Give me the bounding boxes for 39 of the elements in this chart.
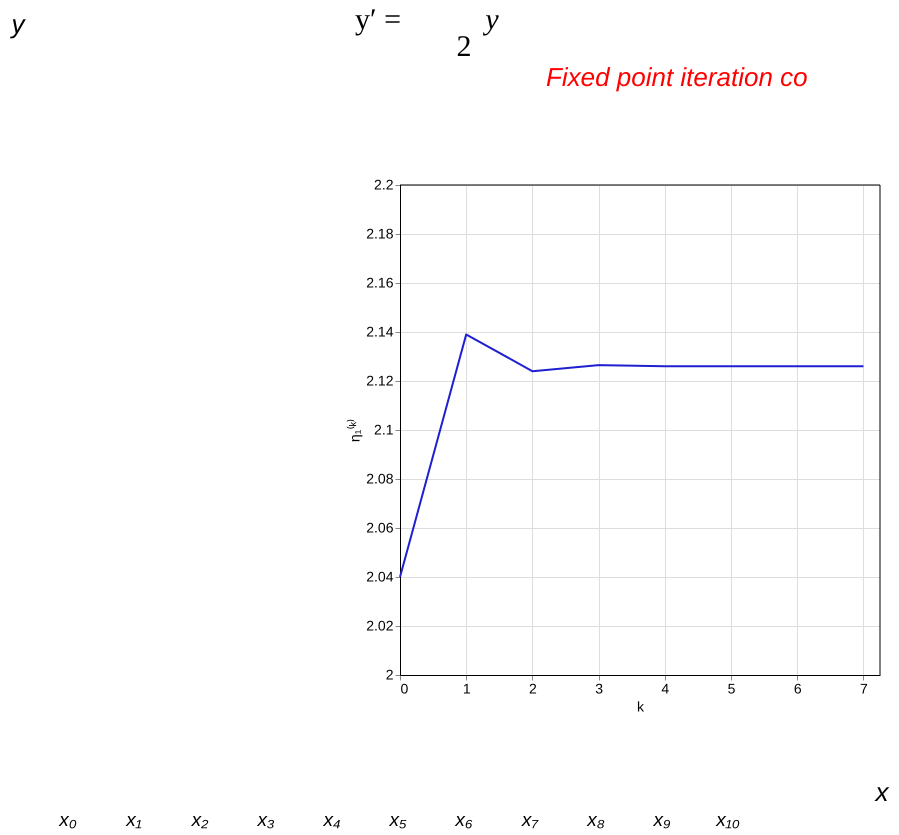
y-tick-label: 2.06 xyxy=(366,520,394,536)
x-tick-label: 2 xyxy=(529,680,538,696)
text: x₅ xyxy=(388,810,407,831)
y-tick-label: 2 xyxy=(386,666,394,682)
y-tick-label: 2.16 xyxy=(366,274,394,290)
text: 2 xyxy=(456,30,472,63)
text: y′ = xyxy=(355,3,401,36)
y-tick-label: 2.04 xyxy=(366,568,394,584)
text: x₈ xyxy=(586,810,605,831)
y-tick-label: 2.08 xyxy=(366,470,394,486)
y-tick-label: 2.1 xyxy=(374,422,394,438)
text: x₇ xyxy=(520,810,540,831)
y-axis-title: η₁⁽ᵏ⁾ xyxy=(346,418,362,442)
text: y xyxy=(482,3,500,36)
x-tick-label: 6 xyxy=(794,680,802,696)
text: x₄ xyxy=(322,810,341,831)
y-tick-label: 2.2 xyxy=(374,176,394,192)
text: y xyxy=(10,9,26,39)
x-tick-label: 3 xyxy=(595,680,604,696)
y-tick-label: 2.14 xyxy=(366,324,394,340)
text: x xyxy=(874,777,890,807)
text: x₂ xyxy=(190,810,210,831)
x-tick-label: 4 xyxy=(661,680,670,696)
y-tick-label: 2.02 xyxy=(366,618,394,634)
line-series xyxy=(399,333,864,578)
x-tick-label: 7 xyxy=(860,680,868,696)
y-tick-label: 2.12 xyxy=(366,372,394,388)
text: x₁ xyxy=(125,810,142,831)
x-tick-label: 5 xyxy=(728,680,736,696)
x-axis-title: k xyxy=(637,698,645,714)
text: x₆ xyxy=(454,810,473,831)
text: x₉ xyxy=(652,810,671,831)
chart-title: Fixed point iteration co xyxy=(546,62,808,92)
x-tick-label: 1 xyxy=(462,680,471,696)
text: x₃ xyxy=(256,810,275,831)
text: x₁₀ xyxy=(715,810,740,831)
y-tick-label: 2.18 xyxy=(366,226,394,242)
text: x₀ xyxy=(58,810,77,831)
x-tick-label: 0 xyxy=(400,680,408,696)
